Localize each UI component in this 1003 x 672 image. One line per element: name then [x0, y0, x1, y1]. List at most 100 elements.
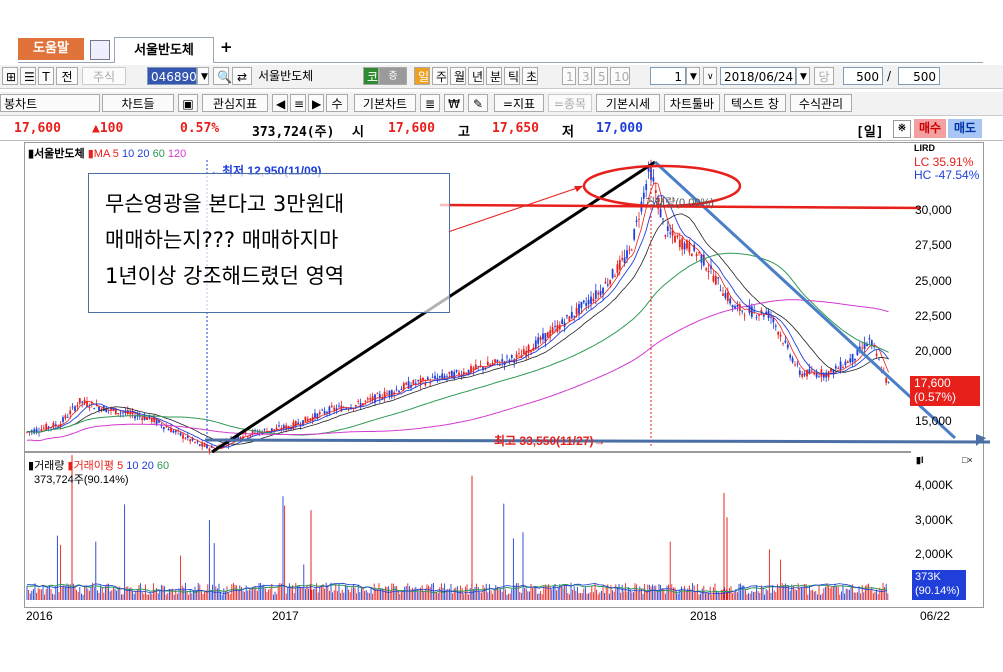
candle-body [369, 398, 372, 400]
stock-code-input[interactable]: 046890 [147, 67, 197, 85]
candle-body [179, 432, 182, 436]
interval-input[interactable]: 1 [650, 67, 686, 85]
formula-manager-button[interactable]: 수식관리 [790, 94, 852, 112]
text-icon[interactable]: T [38, 67, 54, 85]
candle-body [47, 426, 50, 429]
settings-icon[interactable]: ※ [893, 120, 911, 138]
candle-body [129, 412, 132, 415]
candle-body [270, 428, 273, 432]
period-day[interactable]: 일 [414, 67, 430, 85]
all-button[interactable]: 전 [56, 67, 78, 85]
candle-body [314, 412, 316, 418]
layout-icon[interactable]: ⊞ [2, 67, 18, 85]
period-tick[interactable]: 틱 [504, 67, 520, 85]
candle-body [664, 235, 667, 237]
candle-body [81, 401, 84, 403]
interval-dropdown-icon[interactable]: ▼ [686, 67, 700, 85]
search-icon[interactable]: 🔍 [213, 67, 232, 85]
text-window-button[interactable]: 텍스트 창 [724, 94, 786, 112]
candle-body [198, 444, 201, 446]
date-dropdown-icon[interactable]: ▼ [796, 67, 810, 85]
menu-icon[interactable]: ≡ [290, 94, 306, 112]
interval-3[interactable]: 3 [578, 67, 592, 85]
charts-button[interactable]: 차트들 [102, 94, 174, 112]
scroll-right-button[interactable]: ▶ [308, 94, 324, 112]
candle-body [122, 412, 124, 414]
window-icon[interactable] [90, 40, 110, 60]
candle-body [566, 315, 568, 317]
chart-type-icon[interactable]: ≣ [420, 94, 440, 112]
comment-line-2: 매매하는지??? 매매하지마 [105, 228, 339, 252]
candle-body [378, 394, 381, 399]
candle-body [794, 364, 796, 366]
basic-chart-button[interactable]: 기본차트 [354, 94, 416, 112]
vol-panel-icons[interactable]: ▮I [916, 455, 924, 465]
period-second[interactable]: 초 [522, 67, 538, 85]
candle-body [681, 238, 684, 250]
candle-body [412, 380, 415, 385]
candle-body [174, 430, 177, 433]
interval-5[interactable]: 5 [594, 67, 608, 85]
scroll-left-button[interactable]: ◀ [272, 94, 288, 112]
indicator-button[interactable]: =지표 [494, 94, 544, 112]
candle-body [678, 239, 681, 248]
won-button[interactable]: ₩ [444, 94, 464, 112]
tools-icon[interactable]: ✎ [468, 94, 488, 112]
buy-button[interactable]: 매수 [914, 119, 946, 138]
candle-chart-button[interactable]: 봉차트 [0, 94, 100, 112]
change-percent: 0.57% [180, 121, 220, 136]
sell-button[interactable]: 매도 [948, 119, 982, 138]
interval-1[interactable]: 1 [562, 67, 576, 85]
volume-chart-area[interactable] [24, 452, 913, 608]
count-input-left[interactable]: 500 [843, 67, 883, 85]
candle-body [683, 243, 686, 250]
candle-body [590, 296, 592, 304]
period-year[interactable]: 년 [468, 67, 484, 85]
candle-body [810, 370, 813, 372]
legend-ma10: 10 [121, 148, 135, 160]
candle-body [849, 358, 852, 363]
chart-toolbar-button[interactable]: 차트툴바 [664, 94, 720, 112]
code-dropdown-icon[interactable]: ▼ [197, 67, 209, 85]
candle-body [366, 398, 369, 400]
candle-body [774, 325, 777, 327]
period-month[interactable]: 월 [450, 67, 466, 85]
help-tab[interactable]: 도움말 [18, 38, 84, 60]
refresh-icon[interactable]: ⇄ [232, 67, 252, 85]
candle-body [275, 427, 278, 430]
candle-body [261, 431, 264, 435]
tab-seoul-semiconductor[interactable]: 서울반도체 [114, 37, 214, 63]
list-icon[interactable]: ☰ [20, 67, 36, 85]
candle-body [758, 314, 760, 316]
candle-body [172, 430, 175, 433]
interval-10[interactable]: 10 [610, 67, 630, 85]
candle-body [78, 398, 81, 404]
number-button[interactable]: 수 [326, 94, 348, 112]
market-select[interactable]: 주식 [82, 67, 126, 85]
add-tab-button[interactable]: + [220, 38, 233, 56]
save-icon[interactable]: ▣ [178, 94, 198, 112]
candle-body [729, 298, 732, 304]
count-input-right[interactable]: 500 [898, 67, 940, 85]
candle-body [489, 364, 492, 366]
price-tick-20000: 20,000 [915, 344, 952, 358]
date-input[interactable]: 2018/06/24 [720, 67, 796, 85]
basic-quote-button[interactable]: 기본시세 [596, 94, 660, 112]
candle-body [105, 407, 108, 413]
period-minute[interactable]: 분 [486, 67, 502, 85]
vol-panel-close-icon[interactable]: □× [962, 455, 973, 465]
candle-body [467, 369, 470, 375]
interest-indicator-button[interactable]: 관심지표 [202, 94, 268, 112]
legend-vol-avg5: 5 [117, 460, 124, 472]
symbol-button[interactable]: =종목 [548, 94, 592, 112]
chart-toolbar: 봉차트 차트들 ▣ 관심지표 ◀ ≡ ▶ 수 기본차트 ≣ ₩ ✎ =지표 =종… [0, 92, 1003, 116]
candle-body [496, 359, 499, 362]
chevron-down-icon[interactable]: ∨ [703, 67, 717, 85]
candle-body [498, 364, 501, 366]
candle-body [395, 389, 398, 391]
current-button[interactable]: 당 [814, 67, 834, 85]
candle-body [717, 277, 720, 279]
candle-body [383, 391, 386, 398]
period-week[interactable]: 주 [432, 67, 448, 85]
ma60-line [26, 252, 889, 436]
